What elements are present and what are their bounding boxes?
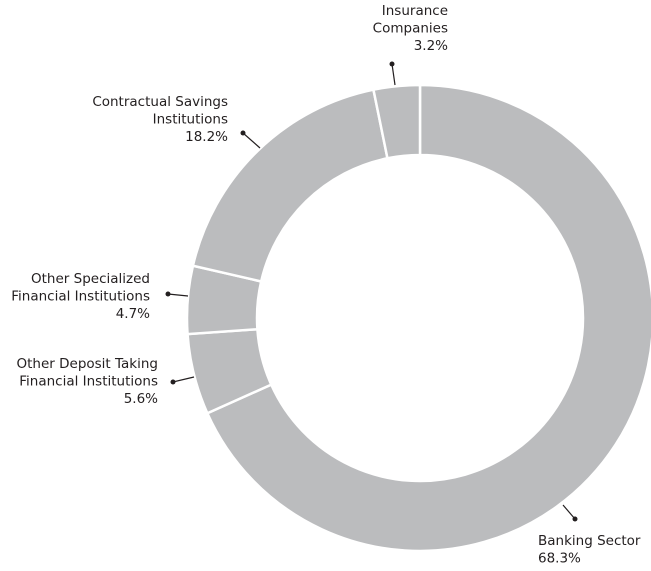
label-line: Other Specialized [31, 271, 150, 287]
label-line: Financial Institutions [11, 289, 150, 305]
leader-line [562, 504, 576, 520]
label-line: Companies [373, 21, 448, 37]
leader-line [172, 376, 195, 383]
segment-label: Banking Sector 68.3% [538, 533, 641, 567]
value-label: 3.2% [414, 38, 448, 54]
donut-segment [371, 83, 422, 160]
label-line: Insurance [382, 3, 448, 19]
label-line: Institutions [153, 112, 228, 128]
label-line: Contractual Savings [92, 94, 228, 110]
leader-dot [165, 291, 171, 297]
donut-segment [205, 83, 651, 553]
value-label: 4.7% [116, 306, 150, 322]
segment-label: Insurance Companies 3.2% [373, 3, 448, 54]
value-label: 5.6% [124, 391, 158, 407]
leader-dot [170, 379, 176, 385]
value-label: 68.3% [538, 551, 581, 567]
label-line: Financial Institutions [19, 374, 158, 390]
label-line: Other Deposit Taking [17, 356, 159, 372]
segment-label: Other Deposit Taking Financial Institutio… [17, 356, 159, 407]
leader-dot [572, 516, 578, 522]
segment-label: Contractual Savings Institutions 18.2% [92, 94, 228, 145]
label-line: Banking Sector [538, 533, 641, 549]
leader-dot [389, 61, 395, 67]
segment-label: Other Specialized Financial Institutions 4… [11, 271, 150, 322]
value-label: 18.2% [185, 129, 228, 145]
leader-line [242, 132, 261, 149]
leader-dot [240, 130, 246, 136]
leader-line [391, 63, 396, 86]
leader-line [167, 293, 189, 297]
